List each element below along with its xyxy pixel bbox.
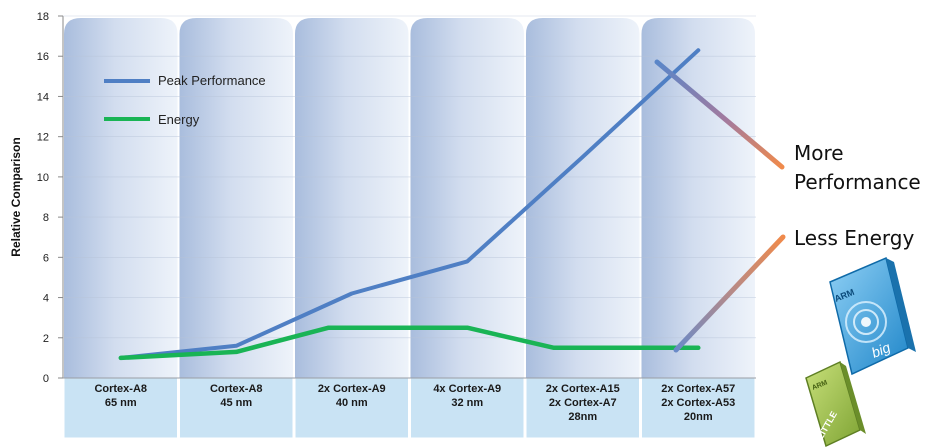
x-tick-label: 4x Cortex-A9 bbox=[433, 383, 501, 395]
category-column bbox=[641, 18, 755, 378]
x-tick-label: 65 nm bbox=[105, 397, 137, 409]
x-tick-label: 2x Cortex-A15 bbox=[546, 383, 620, 395]
category-column bbox=[295, 18, 409, 378]
x-tick-label: Cortex-A8 bbox=[210, 383, 263, 395]
y-tick-label: 0 bbox=[43, 373, 49, 385]
x-tick-label: Cortex-A8 bbox=[94, 383, 147, 395]
x-tick-label: 28nm bbox=[568, 411, 597, 423]
category-column bbox=[410, 18, 524, 378]
x-tick-label: 2x Cortex-A9 bbox=[318, 383, 386, 395]
y-tick-label: 12 bbox=[37, 132, 49, 144]
legend: Peak Performance Energy bbox=[104, 73, 266, 127]
y-tick-label: 6 bbox=[43, 252, 49, 264]
category-columns bbox=[63, 18, 756, 439]
y-tick-label: 8 bbox=[43, 212, 49, 224]
callout-performance: Performance bbox=[794, 170, 921, 194]
y-tick-label: 4 bbox=[43, 293, 49, 305]
category-label-box bbox=[641, 377, 756, 439]
x-tick-label: 32 nm bbox=[451, 397, 483, 409]
series-line-energy bbox=[118, 325, 701, 361]
callout-less-energy: Less Energy bbox=[794, 226, 914, 250]
series-lines bbox=[118, 48, 701, 361]
y-tick-label: 14 bbox=[37, 91, 49, 103]
x-tick-label: 40 nm bbox=[336, 397, 368, 409]
category-column bbox=[179, 18, 293, 378]
category-label-box bbox=[410, 377, 525, 439]
series-line-peak-performance bbox=[118, 48, 701, 360]
x-tick-label: 20nm bbox=[684, 411, 713, 423]
x-tick-label: 2x Cortex-A7 bbox=[549, 397, 617, 409]
y-axis: 0 2 4 6 8 10 12 14 16 18 Relative Comparison bbox=[9, 11, 756, 385]
y-tick-label: 2 bbox=[43, 333, 49, 345]
x-axis-categories: Cortex-A8 65 nm Cortex-A8 45 nm 2x Cortex-A9… bbox=[94, 383, 735, 423]
callout-lines bbox=[654, 59, 786, 353]
callouts: More Performance Less Energy bbox=[794, 141, 921, 250]
logo-big: big bbox=[869, 339, 893, 361]
x-tick-label: 45 nm bbox=[220, 397, 252, 409]
legend-label-energy: Energy bbox=[158, 112, 200, 127]
x-tick-label: 2x Cortex-A57 bbox=[661, 383, 735, 395]
category-column bbox=[526, 18, 640, 378]
category-column bbox=[64, 18, 178, 378]
y-tick-label: 18 bbox=[37, 11, 49, 23]
category-label-box bbox=[525, 377, 640, 439]
category-label-box bbox=[179, 377, 294, 439]
arm-big-little-logo: ARM big ARM LITTLE bbox=[805, 256, 916, 448]
callout-more: More bbox=[794, 141, 844, 165]
y-tick-label: 10 bbox=[37, 172, 49, 184]
legend-label-peak-performance: Peak Performance bbox=[158, 73, 266, 88]
y-axis-label: Relative Comparison bbox=[9, 137, 23, 256]
y-tick-label: 16 bbox=[37, 51, 49, 63]
category-label-box bbox=[63, 377, 178, 439]
x-tick-label: 2x Cortex-A53 bbox=[661, 397, 735, 409]
